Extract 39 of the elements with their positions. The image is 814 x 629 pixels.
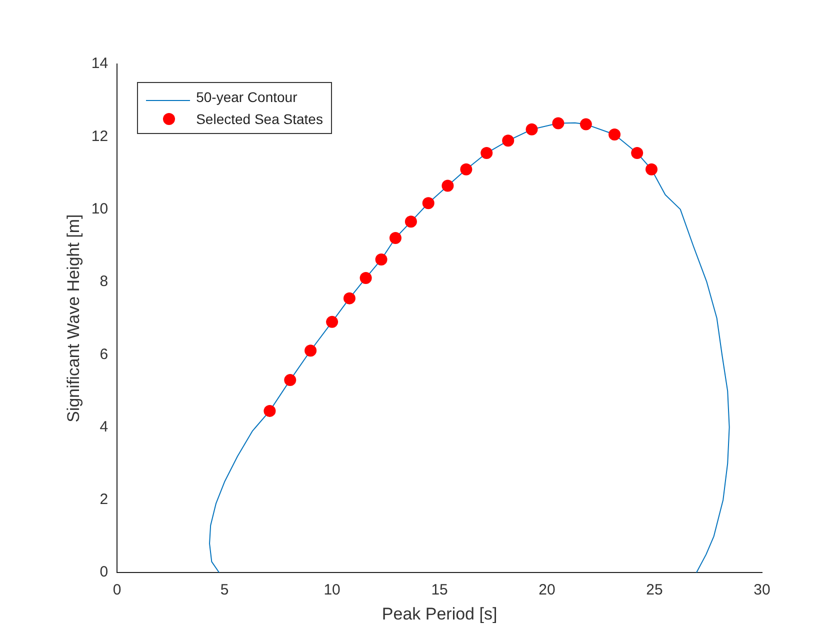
point <box>631 147 644 160</box>
x-tick-label: 10 <box>324 582 340 599</box>
point <box>326 316 338 328</box>
point <box>389 232 402 244</box>
x-tick-label: 25 <box>646 582 663 599</box>
y-tick-label: 14 <box>91 55 108 72</box>
x-tick-label: 5 <box>220 582 229 599</box>
x-tick-label: 0 <box>112 582 122 599</box>
y-tick-label: 10 <box>91 200 108 218</box>
point <box>608 128 621 140</box>
y-tick-label: 8 <box>100 273 108 290</box>
point <box>264 404 276 417</box>
y-axis-title: Significant Wave Height [m] <box>64 214 83 422</box>
point <box>304 344 317 357</box>
point <box>404 216 417 228</box>
y-tick-label: 0 <box>100 564 108 581</box>
point <box>284 374 296 386</box>
point <box>343 292 356 304</box>
x-tick-label: 15 <box>431 582 448 599</box>
point <box>460 163 472 176</box>
x-tick-label: 30 <box>754 582 770 599</box>
point <box>580 118 592 130</box>
point <box>502 134 514 147</box>
point <box>526 123 538 136</box>
y-tick-label: 2 <box>100 491 108 508</box>
point <box>442 180 454 192</box>
point <box>480 147 493 160</box>
y-tick-label: 6 <box>100 346 108 363</box>
point <box>552 117 564 130</box>
x-axis-title: Peak Period [s] <box>382 604 498 624</box>
legend-label: 50-year Contour <box>196 89 298 105</box>
point <box>360 272 372 284</box>
point <box>646 163 658 176</box>
y-tick-label: 4 <box>100 418 108 436</box>
legend-label: Selected Sea States <box>196 111 323 127</box>
y-tick-label: 12 <box>91 128 108 145</box>
point <box>422 197 434 210</box>
x-tick-label: 20 <box>538 582 556 599</box>
point <box>375 253 388 266</box>
